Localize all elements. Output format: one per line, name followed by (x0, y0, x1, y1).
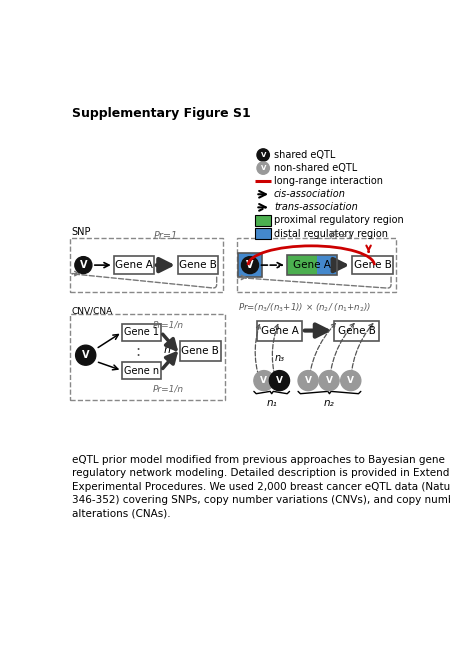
Bar (317, 255, 337, 275)
Text: proximal regulatory region: proximal regulatory region (274, 215, 404, 226)
Bar (287, 255, 337, 275)
Text: V: V (82, 350, 90, 360)
Text: Gene A: Gene A (261, 326, 298, 335)
Circle shape (270, 370, 289, 391)
Text: Gene A: Gene A (293, 260, 331, 270)
Text: Gene 1: Gene 1 (124, 327, 159, 337)
Bar (70, 315, 225, 400)
Text: Pr=1/n: Pr=1/n (153, 320, 184, 330)
Circle shape (341, 370, 361, 391)
Circle shape (319, 370, 339, 391)
Circle shape (76, 345, 96, 365)
Text: n₃: n₃ (274, 353, 284, 363)
Text: V: V (347, 376, 354, 385)
Bar (352, 256, 392, 274)
Bar (122, 362, 161, 379)
Text: V: V (276, 376, 283, 385)
Text: V: V (305, 376, 311, 385)
Text: V: V (261, 152, 266, 158)
Bar (113, 256, 154, 274)
Circle shape (298, 370, 318, 391)
Text: trans-association: trans-association (274, 202, 358, 213)
Text: long-range interaction: long-range interaction (274, 176, 383, 186)
Text: :: : (135, 344, 140, 359)
Text: V: V (246, 260, 254, 270)
Text: eQTL prior model modified from previous approaches to Bayesian gene
regulatory n: eQTL prior model modified from previous … (72, 455, 450, 518)
Text: Gene A: Gene A (115, 260, 153, 270)
Bar (256, 215, 271, 226)
Text: non-shared eQTL: non-shared eQTL (274, 163, 357, 173)
Text: SNP: SNP (72, 227, 91, 237)
Text: V: V (261, 165, 266, 171)
Text: Pr=1/n: Pr=1/n (153, 385, 184, 394)
Text: shared eQTL: shared eQTL (274, 150, 335, 160)
Text: CNV/CNA: CNV/CNA (72, 306, 113, 315)
Bar (238, 253, 262, 278)
Circle shape (242, 257, 258, 274)
Bar (122, 324, 161, 341)
Bar (180, 341, 220, 361)
Text: Supplementary Figure S1: Supplementary Figure S1 (72, 107, 251, 120)
Bar (287, 255, 317, 275)
Text: Pr=1: Pr=1 (330, 231, 354, 241)
Bar (257, 320, 302, 341)
Text: n₂: n₂ (324, 398, 335, 408)
Text: Pr=(n$_3$/(n$_3$+1)) × (n$_2$/ (n$_1$+n$_2$)): Pr=(n$_3$/(n$_3$+1)) × (n$_2$/ (n$_1$+n$… (238, 302, 372, 315)
Bar (256, 228, 271, 239)
Bar (334, 320, 379, 341)
Text: Gene B: Gene B (338, 326, 376, 335)
Text: n: n (164, 344, 171, 355)
Circle shape (257, 149, 270, 161)
Text: distal regulatory region: distal regulatory region (274, 229, 388, 239)
Circle shape (254, 370, 274, 391)
Text: Gene B: Gene B (354, 260, 392, 270)
Text: Gene B: Gene B (181, 346, 219, 356)
Circle shape (75, 257, 92, 274)
Circle shape (257, 162, 270, 174)
Text: n₁: n₁ (266, 398, 277, 408)
Text: V: V (261, 376, 267, 385)
Bar (70, 238, 223, 292)
Text: V: V (325, 376, 333, 385)
Bar (178, 256, 218, 274)
Text: Pr=1: Pr=1 (154, 231, 178, 241)
Bar (237, 238, 396, 292)
Text: Gene B: Gene B (179, 260, 217, 270)
Text: Gene n: Gene n (124, 365, 159, 376)
Text: V: V (80, 260, 87, 270)
Text: cis-association: cis-association (274, 189, 346, 200)
